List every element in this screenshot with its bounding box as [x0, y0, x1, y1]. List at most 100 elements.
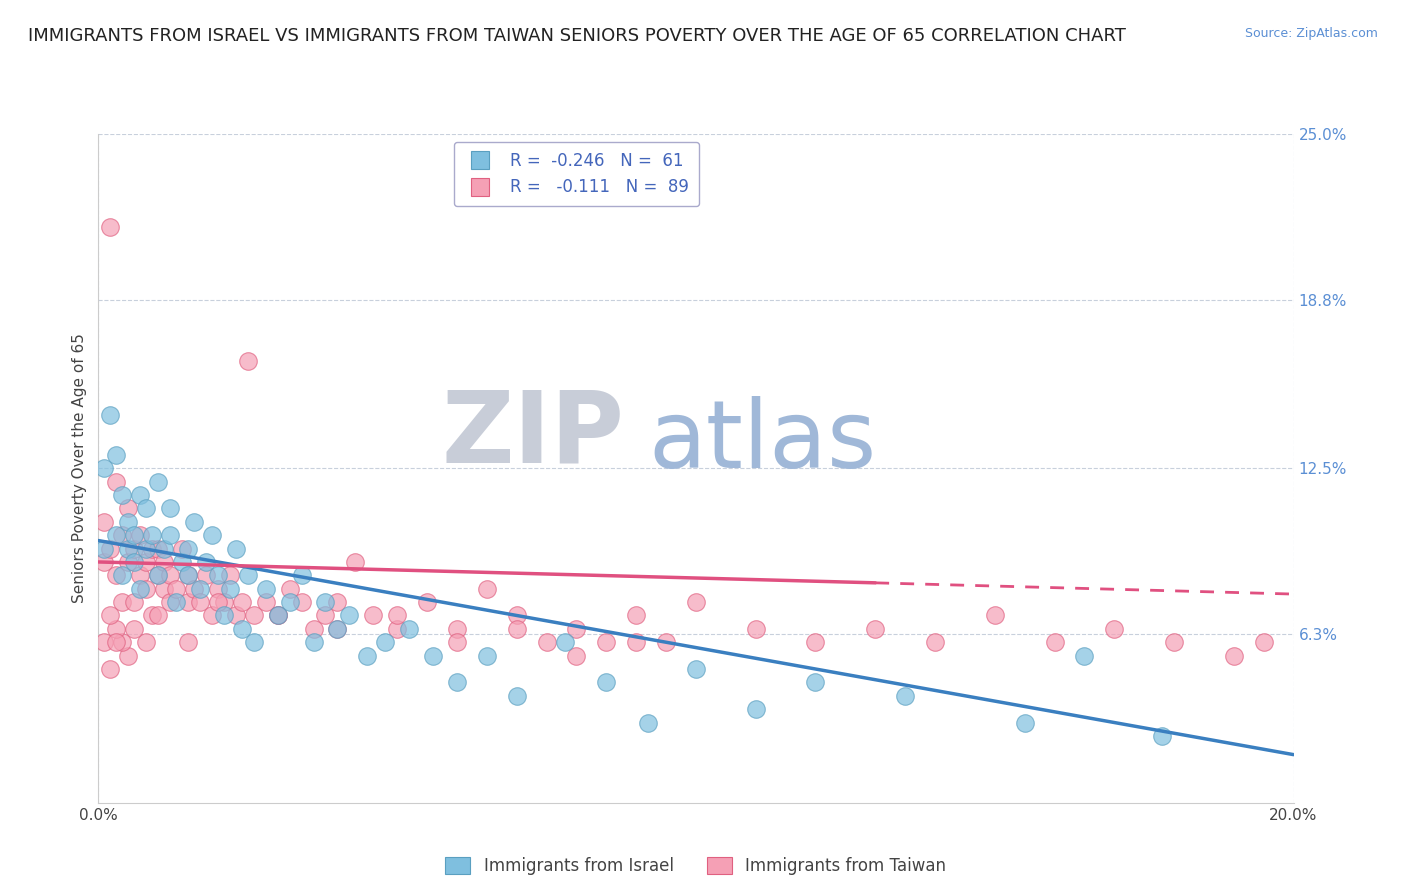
- Point: [685, 595, 707, 609]
- Point: [315, 595, 337, 609]
- Point: [135, 501, 157, 516]
- Point: [172, 555, 194, 569]
- Point: [1014, 715, 1036, 730]
- Point: [100, 662, 122, 676]
- Point: [153, 582, 176, 596]
- Point: [637, 715, 659, 730]
- Point: [195, 568, 218, 582]
- Point: [804, 675, 827, 690]
- Point: [105, 475, 128, 489]
- Point: [745, 622, 768, 636]
- Point: [804, 635, 827, 649]
- Point: [100, 408, 122, 422]
- Point: [1223, 648, 1246, 663]
- Point: [339, 608, 360, 623]
- Point: [159, 595, 181, 609]
- Point: [141, 528, 163, 542]
- Point: [93, 541, 115, 556]
- Point: [117, 501, 139, 516]
- Point: [129, 568, 152, 582]
- Point: [685, 662, 707, 676]
- Point: [278, 582, 301, 596]
- Point: [219, 582, 242, 596]
- Point: [148, 568, 170, 582]
- Point: [243, 608, 266, 623]
- Point: [291, 595, 314, 609]
- Point: [1043, 635, 1066, 649]
- Point: [172, 541, 194, 556]
- Point: [398, 622, 420, 636]
- Point: [207, 595, 229, 609]
- Point: [148, 475, 170, 489]
- Point: [254, 582, 277, 596]
- Point: [148, 541, 170, 556]
- Point: [416, 595, 439, 609]
- Point: [326, 622, 349, 636]
- Point: [924, 635, 946, 649]
- Point: [135, 555, 157, 569]
- Point: [225, 608, 247, 623]
- Point: [236, 568, 259, 582]
- Point: [894, 689, 917, 703]
- Point: [356, 648, 378, 663]
- Point: [165, 595, 187, 609]
- Point: [124, 555, 146, 569]
- Point: [105, 635, 128, 649]
- Point: [326, 622, 349, 636]
- Point: [111, 595, 134, 609]
- Point: [201, 608, 224, 623]
- Point: [302, 635, 325, 649]
- Point: [595, 675, 617, 690]
- Point: [153, 555, 176, 569]
- Point: [111, 635, 134, 649]
- Point: [225, 541, 247, 556]
- Point: [565, 648, 588, 663]
- Point: [595, 635, 617, 649]
- Point: [111, 528, 134, 542]
- Point: [1253, 635, 1275, 649]
- Point: [536, 635, 558, 649]
- Point: [117, 515, 139, 529]
- Point: [177, 541, 200, 556]
- Point: [1073, 648, 1095, 663]
- Point: [195, 555, 218, 569]
- Point: [506, 689, 529, 703]
- Legend: Immigrants from Israel, Immigrants from Taiwan: Immigrants from Israel, Immigrants from …: [439, 850, 953, 881]
- Point: [100, 220, 122, 235]
- Point: [446, 622, 468, 636]
- Point: [129, 488, 152, 502]
- Point: [117, 555, 139, 569]
- Point: [315, 608, 337, 623]
- Point: [111, 488, 134, 502]
- Point: [565, 622, 588, 636]
- Point: [212, 608, 235, 623]
- Point: [207, 568, 229, 582]
- Point: [267, 608, 290, 623]
- Point: [475, 582, 498, 596]
- Point: [177, 595, 200, 609]
- Point: [135, 582, 157, 596]
- Point: [159, 568, 181, 582]
- Point: [446, 635, 468, 649]
- Point: [267, 608, 290, 623]
- Point: [117, 541, 139, 556]
- Point: [93, 515, 115, 529]
- Point: [124, 595, 146, 609]
- Point: [212, 595, 235, 609]
- Point: [655, 635, 678, 649]
- Point: [93, 635, 115, 649]
- Point: [159, 528, 181, 542]
- Point: [267, 608, 290, 623]
- Point: [93, 461, 115, 475]
- Point: [105, 528, 128, 542]
- Point: [188, 582, 211, 596]
- Point: [385, 622, 409, 636]
- Point: [1163, 635, 1185, 649]
- Point: [148, 608, 170, 623]
- Point: [363, 608, 385, 623]
- Point: [326, 595, 349, 609]
- Point: [111, 568, 134, 582]
- Point: [554, 635, 576, 649]
- Point: [183, 515, 205, 529]
- Point: [745, 702, 768, 716]
